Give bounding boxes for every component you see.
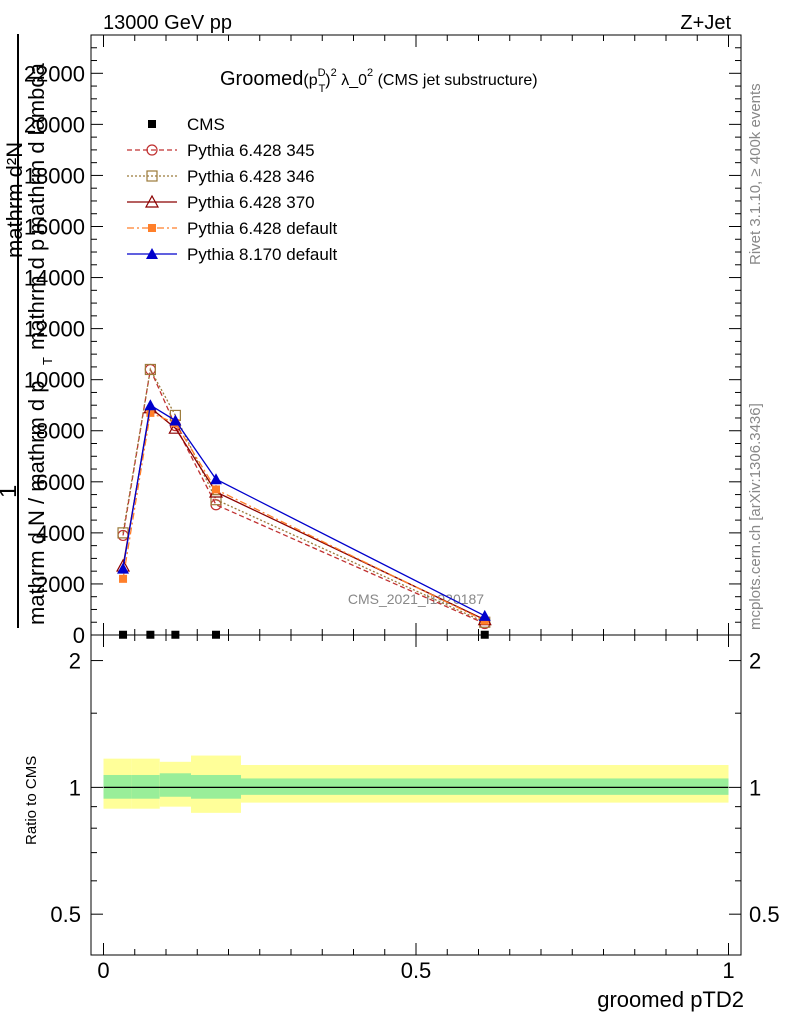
y-tick-label: 16000 bbox=[24, 214, 85, 239]
x-axis-label: groomed pTD2 bbox=[597, 987, 744, 1012]
legend-marker bbox=[146, 170, 158, 182]
title-main: Groomed bbox=[220, 68, 303, 90]
ratio-y-tick-label: 2 bbox=[69, 649, 81, 674]
data-point bbox=[144, 363, 156, 376]
y-tick-label: 2000 bbox=[36, 572, 85, 597]
ratio-bands bbox=[103, 755, 729, 813]
main-y-ticks: 0 2000 4000 6000 8000 10000 12000 14000 16000 180… bbox=[24, 34, 741, 648]
legend-marker bbox=[148, 120, 156, 128]
legend-item: CMS bbox=[148, 115, 225, 134]
data-point bbox=[169, 414, 182, 426]
title-formula: (p bbox=[303, 72, 317, 89]
ylabel-bottom: mathrm d N / mathrm d p bbox=[24, 380, 49, 625]
legend-label: Pythia 8.170 default bbox=[187, 245, 338, 264]
legend-label: Pythia 6.428 370 bbox=[187, 193, 315, 212]
legend-item: Pythia 6.428 346 bbox=[127, 167, 315, 186]
ylabel-sub: T bbox=[40, 357, 55, 365]
title-sup-2: 2 bbox=[331, 67, 337, 79]
series-2 bbox=[117, 363, 491, 628]
y-tick-label: 8000 bbox=[36, 419, 85, 444]
y-tick-label: 22000 bbox=[24, 61, 85, 86]
ratio-x-ticks: 0 0.5 1 bbox=[97, 635, 735, 983]
title-suffix: (CMS jet substructure) bbox=[373, 72, 537, 89]
legend: CMS Pythia 6.428 345 Pythia 6.428 346 Pythi… bbox=[127, 115, 338, 264]
mcplots-label: mcplots.cern.ch [arXiv:1306.3436] bbox=[747, 403, 764, 630]
rivet-label: Rivet 3.1.10, ≥ 400k events bbox=[747, 83, 764, 265]
ratio-y-tick-label-right: 1 bbox=[749, 775, 761, 800]
data-point bbox=[478, 609, 491, 621]
data-point bbox=[146, 408, 155, 417]
y-tick-label: 20000 bbox=[24, 112, 85, 137]
ratio-y-tick-label: 0.5 bbox=[50, 902, 81, 927]
ratio-y-label: Ratio to CMS bbox=[23, 756, 40, 845]
svg-text:Groomed(pDT)2 λ_02 (CMS jet su: Groomed(pD T)2 λ_02 (CMS jet substructure… bbox=[220, 67, 538, 95]
y-tick-label: 6000 bbox=[36, 470, 85, 495]
legend-label: Pythia 6.428 345 bbox=[187, 141, 315, 160]
legend-item: Pythia 6.428 345 bbox=[127, 141, 315, 160]
data-point bbox=[117, 527, 129, 539]
ratio-y-tick-label-right: 2 bbox=[749, 649, 761, 674]
stat-uncertainty-band bbox=[241, 778, 729, 795]
x-tick-label: 1 bbox=[722, 958, 734, 983]
series-5 bbox=[117, 399, 491, 621]
data-point bbox=[210, 494, 222, 506]
ylabel-mid: mathrm d p mathrm d lambda bbox=[24, 62, 49, 350]
series-line bbox=[122, 367, 486, 625]
main-x-ticks bbox=[103, 35, 729, 635]
ylabel-one: 1 bbox=[0, 485, 22, 498]
y-tick-label: 14000 bbox=[24, 266, 85, 291]
x-tick-label: 0 bbox=[97, 958, 109, 983]
y-tick-label: 12000 bbox=[24, 317, 85, 342]
main-panel: 0 2000 4000 6000 8000 10000 12000 14000 16000 180… bbox=[24, 34, 742, 648]
y-tick-label: 0 bbox=[73, 623, 85, 648]
y-tick-label: 4000 bbox=[36, 521, 85, 546]
title-sup-d: D bbox=[318, 67, 326, 79]
series-line bbox=[122, 367, 486, 623]
series-line bbox=[122, 404, 486, 617]
ylabel-fraction-bar bbox=[17, 34, 19, 628]
ratio-y-tick-label: 1 bbox=[69, 775, 81, 800]
main-y-axis-label: mathrm d²N mathrm d p mathrm d lambda 1 … bbox=[0, 34, 55, 628]
ratio-panel: 0.5 0.51 12 2 0 0.5 1 Ratio to CMS groomed pT… bbox=[23, 634, 780, 1012]
legend-marker bbox=[148, 224, 156, 232]
title-sub-t: T bbox=[319, 83, 326, 95]
ratio-y-ticks: 0.5 0.5 1 1 2 2 bbox=[50, 649, 779, 928]
stat-uncertainty-band bbox=[159, 773, 191, 797]
series-line bbox=[122, 411, 486, 622]
legend-label: Pythia 6.428 346 bbox=[187, 167, 315, 186]
data-point bbox=[212, 485, 220, 494]
y-tick-label: 10000 bbox=[24, 368, 85, 393]
process-label: Z+Jet bbox=[680, 12, 731, 34]
legend-marker bbox=[146, 248, 158, 259]
legend-label: CMS bbox=[187, 115, 225, 134]
title-close: ) bbox=[325, 72, 330, 89]
legend-label: Pythia 6.428 default bbox=[187, 219, 338, 238]
title-rest: λ_0 bbox=[337, 72, 367, 89]
legend-marker bbox=[144, 194, 160, 208]
legend-marker bbox=[146, 144, 158, 156]
series-1 bbox=[117, 363, 491, 630]
ratio-y-tick-label-right: 0.5 bbox=[749, 902, 780, 927]
energy-label: 13000 GeV pp bbox=[103, 12, 232, 34]
x-tick-label: 0.5 bbox=[401, 958, 432, 983]
ylabel-top: mathrm d²N bbox=[2, 142, 27, 258]
data-point bbox=[210, 473, 222, 485]
title-sup-2b: 2 bbox=[367, 67, 373, 79]
y-tick-label: 18000 bbox=[24, 163, 85, 188]
data-point bbox=[144, 399, 157, 411]
legend-item: Pythia 6.428 370 bbox=[127, 193, 315, 212]
data-point bbox=[117, 562, 130, 574]
data-point bbox=[119, 574, 128, 583]
legend-item: Pythia 8.170 default bbox=[127, 245, 338, 264]
plot-title: Groomed(pD T)2 λ_02 (CMS jet substructure… bbox=[220, 67, 538, 95]
legend-item: Pythia 6.428 default bbox=[127, 219, 338, 238]
